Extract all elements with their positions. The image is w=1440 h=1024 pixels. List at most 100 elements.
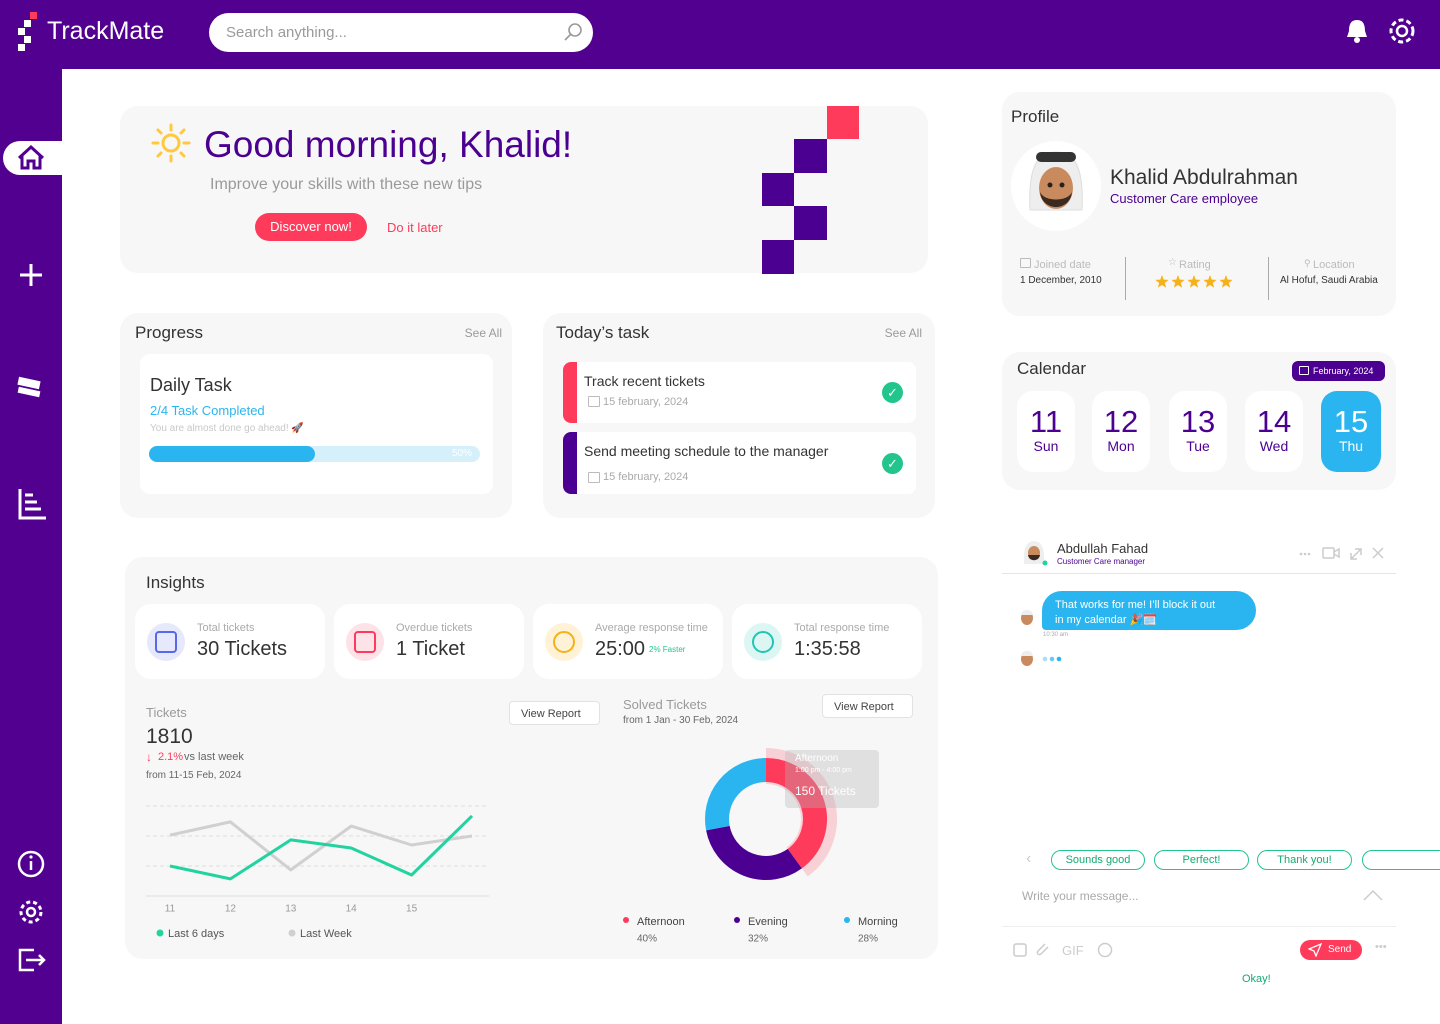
more-icon[interactable] bbox=[1299, 552, 1311, 556]
rating-star bbox=[1219, 275, 1233, 288]
info-icon[interactable] bbox=[17, 850, 45, 878]
day-card[interactable] bbox=[1169, 391, 1227, 472]
later-button[interactable]: Do it later bbox=[387, 220, 443, 235]
location-icon: ⚲ bbox=[1304, 258, 1311, 268]
solved-subtitle: from 1 Jan - 30 Feb, 2024 bbox=[623, 715, 739, 726]
solved-view-report[interactable]: View Report bbox=[822, 694, 913, 718]
day-card-selected[interactable] bbox=[1321, 391, 1381, 472]
sun-icon bbox=[151, 123, 191, 163]
chat-name: Abdullah Fahad bbox=[1057, 541, 1149, 556]
send-label: Send bbox=[1328, 944, 1352, 955]
reports-icon[interactable] bbox=[18, 489, 46, 520]
day-card[interactable] bbox=[1245, 391, 1303, 472]
expand-icon[interactable] bbox=[1350, 548, 1362, 560]
solved-chart: Afternoon 40% Evening 32% Morning 28% bbox=[623, 748, 898, 945]
rating-icon: ☆ bbox=[1168, 257, 1177, 268]
quick-reply[interactable]: Sounds good bbox=[1051, 850, 1145, 870]
quick-reply[interactable] bbox=[1362, 850, 1440, 870]
greeting-title: Good morning, Khalid! bbox=[204, 124, 573, 165]
logout-icon[interactable] bbox=[18, 948, 46, 972]
month-badge[interactable] bbox=[1292, 361, 1385, 381]
task-done: ✓ bbox=[882, 382, 903, 403]
search-icon[interactable] bbox=[562, 21, 584, 43]
quick-reply[interactable]: Thank you! bbox=[1257, 850, 1352, 870]
joined-label: Joined date bbox=[1034, 259, 1091, 271]
day-card[interactable] bbox=[1092, 391, 1150, 472]
stat-value: 1 Ticket bbox=[396, 638, 465, 660]
month-icon bbox=[1299, 366, 1309, 375]
discover-button[interactable]: Discover now! bbox=[255, 213, 367, 241]
rating-star bbox=[1171, 275, 1185, 288]
greeting-subtitle: Improve your skills with these new tips bbox=[210, 176, 483, 193]
tickets-range: from 11-15 Feb, 2024 bbox=[146, 770, 242, 781]
task-card[interactable] bbox=[563, 432, 916, 494]
chat-divider bbox=[1002, 573, 1396, 574]
insights-title: Insights bbox=[146, 573, 205, 592]
collapse-icon[interactable] bbox=[1362, 888, 1384, 902]
x-tick-label: 11 bbox=[165, 904, 176, 915]
profile-divider bbox=[1125, 257, 1126, 300]
image-icon[interactable] bbox=[1013, 943, 1027, 957]
logo-icon bbox=[18, 12, 37, 51]
gif-button[interactable]: GIF bbox=[1062, 943, 1084, 958]
tickets-view-report[interactable]: View Report bbox=[509, 701, 600, 725]
replies-prev[interactable]: ‹ bbox=[1026, 850, 1032, 867]
close-icon[interactable] bbox=[1372, 547, 1384, 559]
legend-label: Last Week bbox=[300, 928, 352, 940]
input-divider bbox=[1002, 926, 1396, 927]
pie-slice bbox=[706, 825, 802, 880]
message-line: in my calendar 🎉🗓️ bbox=[1055, 614, 1157, 626]
stat-icon bbox=[744, 623, 782, 661]
quick-reply[interactable]: Perfect! bbox=[1154, 850, 1249, 870]
rating-star bbox=[1187, 275, 1201, 288]
profile-name: Khalid Abdulrahman bbox=[1110, 166, 1298, 189]
legend-dot bbox=[623, 917, 629, 923]
legend-dot bbox=[734, 917, 740, 923]
settings-nav-icon[interactable] bbox=[19, 900, 43, 924]
day-weekday: Sun bbox=[1033, 438, 1059, 454]
tickets-change-text: vs last week bbox=[184, 751, 244, 763]
profile-avatar bbox=[1011, 141, 1101, 231]
search-box[interactable] bbox=[209, 13, 593, 52]
add-icon[interactable] bbox=[20, 264, 42, 286]
suggestion[interactable]: Okay! bbox=[1242, 973, 1271, 985]
tasks-title: Today’s task bbox=[556, 323, 650, 342]
day-card[interactable] bbox=[1017, 391, 1075, 472]
video-icon[interactable] bbox=[1322, 547, 1340, 559]
typing-indicator bbox=[1042, 656, 1062, 662]
x-tick-label: 13 bbox=[285, 904, 297, 915]
task-card[interactable] bbox=[563, 362, 916, 423]
series-line bbox=[169, 820, 473, 872]
message-bubble bbox=[1042, 591, 1256, 630]
series-line bbox=[169, 814, 474, 881]
rating-star bbox=[1155, 275, 1169, 288]
more-options[interactable]: ••• bbox=[1375, 941, 1387, 953]
task-date-icon bbox=[588, 472, 600, 483]
calendar-title: Calendar bbox=[1017, 359, 1086, 378]
profile-role: Customer Care employee bbox=[1110, 191, 1259, 206]
tickets-icon[interactable] bbox=[17, 376, 41, 398]
emoji-icon[interactable] bbox=[1097, 942, 1113, 958]
settings-icon[interactable] bbox=[1386, 15, 1418, 47]
legend-label: Morning bbox=[858, 916, 898, 928]
logo[interactable]: TrackMate bbox=[47, 17, 165, 45]
home-icon[interactable] bbox=[17, 144, 45, 170]
tasks-see-all[interactable]: See All bbox=[884, 326, 922, 340]
message-input[interactable]: Write your message... bbox=[1022, 889, 1139, 903]
stat-label: Average response time bbox=[595, 622, 708, 634]
tickets-total: 1810 bbox=[146, 725, 193, 748]
attach-icon[interactable] bbox=[1036, 943, 1049, 956]
daily-task-note: You are almost done go ahead! 🚀 bbox=[150, 423, 304, 434]
joined-date: 1 December, 2010 bbox=[1020, 275, 1102, 286]
tickets-title: Tickets bbox=[146, 705, 187, 720]
profile-divider bbox=[1268, 257, 1269, 300]
task-date: 15 february, 2024 bbox=[603, 471, 689, 483]
legend-value: 40% bbox=[637, 934, 657, 945]
progress-percent: 50% bbox=[451, 448, 472, 459]
location-label: Location bbox=[1313, 259, 1355, 271]
task-color-bar bbox=[563, 432, 577, 494]
notification-icon[interactable] bbox=[1344, 17, 1370, 45]
tickets-chart: 11 12 13 14 15 Last Week Last 6 days bbox=[146, 805, 489, 940]
progress-see-all[interactable]: See All bbox=[464, 326, 502, 340]
